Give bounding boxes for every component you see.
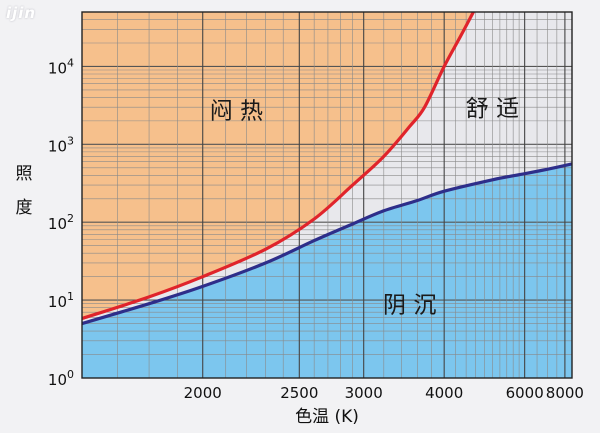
comfort-region-label: 舒 适 <box>466 96 519 122</box>
y-axis-title: 照度 <box>16 164 33 218</box>
watermark-logo: ijin <box>6 4 37 22</box>
plot-frame <box>81 11 573 379</box>
y-tick-label: 102 <box>48 212 74 233</box>
hot-boundary-curve <box>82 12 475 321</box>
x-tick-label: 4000 <box>425 384 463 402</box>
y-tick-label: 100 <box>48 368 74 389</box>
x-tick-label: 3000 <box>345 384 383 402</box>
y-tick-label: 103 <box>48 134 74 155</box>
y-tick-label: 101 <box>48 290 74 311</box>
x-tick-label: 2000 <box>184 384 222 402</box>
dim-region-label: 阴 沉 <box>383 293 436 319</box>
y-tick-label: 104 <box>48 56 74 77</box>
x-axis-title: 色温 (K) <box>295 407 359 427</box>
x-tick-label: 2500 <box>280 384 318 402</box>
hot-region-fill <box>82 12 474 319</box>
dim-boundary-curve <box>82 162 572 326</box>
x-tick-label: 6000 <box>506 384 544 402</box>
dim-region-fill <box>82 163 572 378</box>
hot-region-label: 闷 热 <box>210 99 263 125</box>
x-tick-label: 8000 <box>546 384 584 402</box>
grid-lines <box>82 12 572 378</box>
